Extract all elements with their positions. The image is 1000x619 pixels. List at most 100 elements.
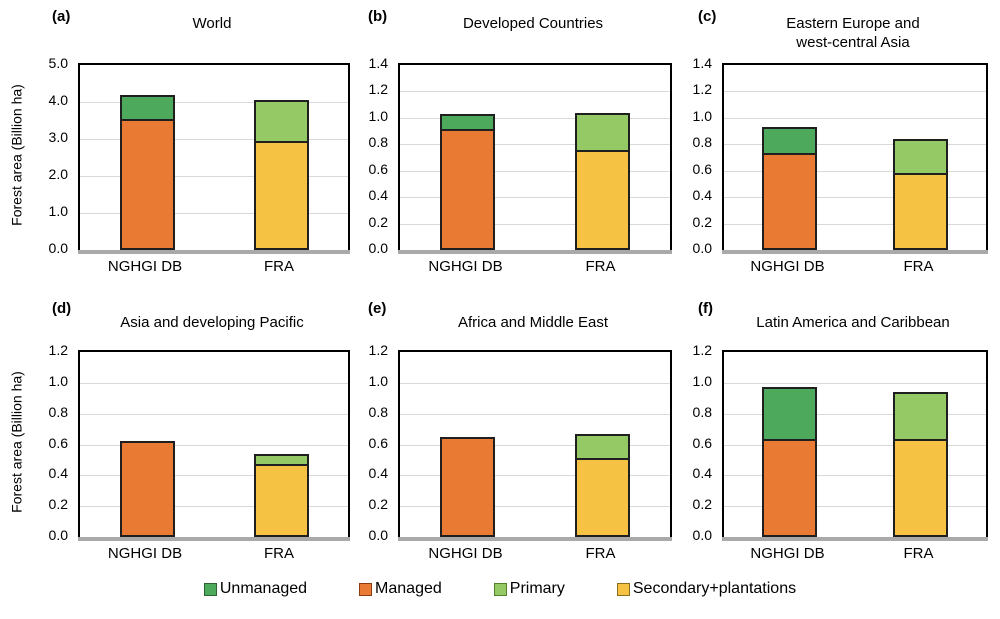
bar-segment-managed	[119, 120, 175, 250]
bar-fra	[253, 100, 309, 250]
bar-fra	[253, 453, 309, 537]
gridline	[80, 213, 348, 214]
bar-segment-primary	[575, 433, 630, 460]
y-tick-label: 3.0	[48, 129, 68, 145]
x-axis-line	[398, 537, 672, 541]
bar-segment-unmanaged	[119, 94, 175, 121]
panel-title: Latin America and Caribbean	[756, 314, 950, 331]
panel-title: Developed Countries	[462, 15, 604, 32]
x-category-label: NGHGI DB	[750, 258, 825, 275]
x-axis-line	[722, 250, 988, 254]
gridline	[724, 197, 986, 199]
y-tick-label: 0.2	[692, 496, 712, 513]
y-tick-label: 1.2	[368, 342, 388, 358]
panel-letter: (e)	[368, 300, 387, 317]
bar-nghgi-db	[119, 94, 175, 250]
legend-label: Managed	[375, 580, 442, 597]
y-tick-label: 0.2	[692, 213, 712, 230]
plot-area	[78, 350, 350, 541]
x-category-label: NGHGI DB	[428, 258, 503, 275]
y-tick-label: 0.6	[692, 434, 712, 451]
x-category-labels: NGHGI DB FRA	[722, 545, 984, 562]
bar-segment-unmanaged	[762, 127, 817, 155]
gridline	[400, 91, 670, 93]
y-tick-label: 1.0	[692, 107, 712, 124]
legend-item-secondary-plantations: Secondary+plantations	[616, 580, 797, 598]
bar-segment-secondary_plantations	[575, 459, 630, 537]
bar-segment-secondary_plantations	[253, 142, 309, 250]
y-tick-label: 0.0	[48, 527, 68, 543]
bar-segment-secondary_plantations	[575, 152, 630, 250]
panel-title: Africa and Middle East	[457, 314, 609, 331]
x-category-label: NGHGI DB	[750, 545, 825, 562]
x-category-labels: NGHGI DB FRA	[398, 258, 668, 275]
y-tick-label: 0.6	[48, 434, 68, 451]
bar-nghgi-db	[119, 441, 175, 537]
gridline	[724, 144, 986, 146]
chart-panel-eastern-europe-west-central-asia: (c) Eastern Europe and west-central Asia 1.…	[666, 0, 1000, 290]
bar-segment-managed	[762, 441, 817, 537]
bar-segment-secondary_plantations	[893, 441, 948, 537]
gridline	[80, 506, 348, 508]
legend-label: Secondary+plantations	[632, 580, 797, 597]
y-tick-label: 0.8	[692, 134, 712, 151]
y-tick-label: 0.8	[692, 403, 712, 420]
y-tick-label: 1.4	[692, 55, 712, 71]
panel-title: World	[192, 15, 232, 32]
legend-label: Primary	[509, 580, 565, 597]
gridline	[400, 117, 670, 119]
bar-nghgi-db	[440, 436, 495, 537]
y-tick-label: 0.4	[48, 465, 68, 482]
bar-segment-secondary_plantations	[893, 174, 948, 250]
x-category-labels: NGHGI DB FRA	[722, 258, 984, 275]
legend-item-managed: Managed	[359, 580, 442, 598]
bar-segment-managed	[440, 436, 495, 537]
legend-swatch-managed	[359, 582, 373, 596]
y-tick-label: 5.0	[48, 55, 68, 71]
gridline	[80, 382, 348, 384]
bar-segment-managed	[762, 154, 817, 250]
y-tick-label: 0.4	[692, 187, 712, 204]
bar-nghgi-db	[440, 113, 495, 250]
plot-area	[398, 350, 672, 541]
x-category-label: FRA	[903, 258, 934, 275]
legend-label: Unmanaged	[219, 580, 308, 597]
gridline	[400, 170, 670, 172]
gridline	[400, 413, 670, 415]
gridline	[80, 139, 348, 140]
y-tick-label: 0.6	[692, 160, 712, 177]
bar-fra	[893, 139, 948, 250]
panel-letter: (c)	[698, 8, 717, 25]
plot-area	[722, 350, 988, 541]
gridline	[724, 91, 986, 93]
y-tick-label: 1.2	[48, 342, 68, 358]
panel-letter: (b)	[368, 8, 388, 25]
x-category-label: FRA	[264, 258, 294, 275]
plot-area	[78, 63, 350, 254]
bar-nghgi-db	[762, 387, 817, 537]
y-tick-label: 2.0	[48, 166, 68, 182]
y-tick-label: 1.0	[368, 107, 388, 124]
x-axis-line	[722, 537, 988, 541]
gridline	[400, 382, 670, 384]
y-tick-label: 0.4	[368, 465, 388, 482]
gridline	[724, 170, 986, 172]
legend-item-unmanaged: Unmanaged	[203, 580, 308, 598]
plot-area	[398, 63, 672, 254]
gridline	[724, 382, 986, 384]
gridline	[80, 102, 348, 103]
legend-item-primary: Primary	[493, 580, 565, 598]
x-category-label: NGHGI DB	[107, 545, 183, 562]
gridline	[400, 444, 670, 446]
bar-segment-managed	[119, 441, 175, 537]
legend-swatch-primary	[493, 582, 507, 596]
bar-fra	[575, 112, 630, 250]
gridline	[724, 444, 986, 446]
y-tick-label: 1.0	[692, 372, 712, 389]
gridline	[80, 475, 348, 477]
gridline	[400, 197, 670, 199]
y-tick-label: 0.6	[368, 434, 388, 451]
y-tick-label: 0.6	[368, 160, 388, 177]
panel-letter: (d)	[52, 300, 72, 317]
